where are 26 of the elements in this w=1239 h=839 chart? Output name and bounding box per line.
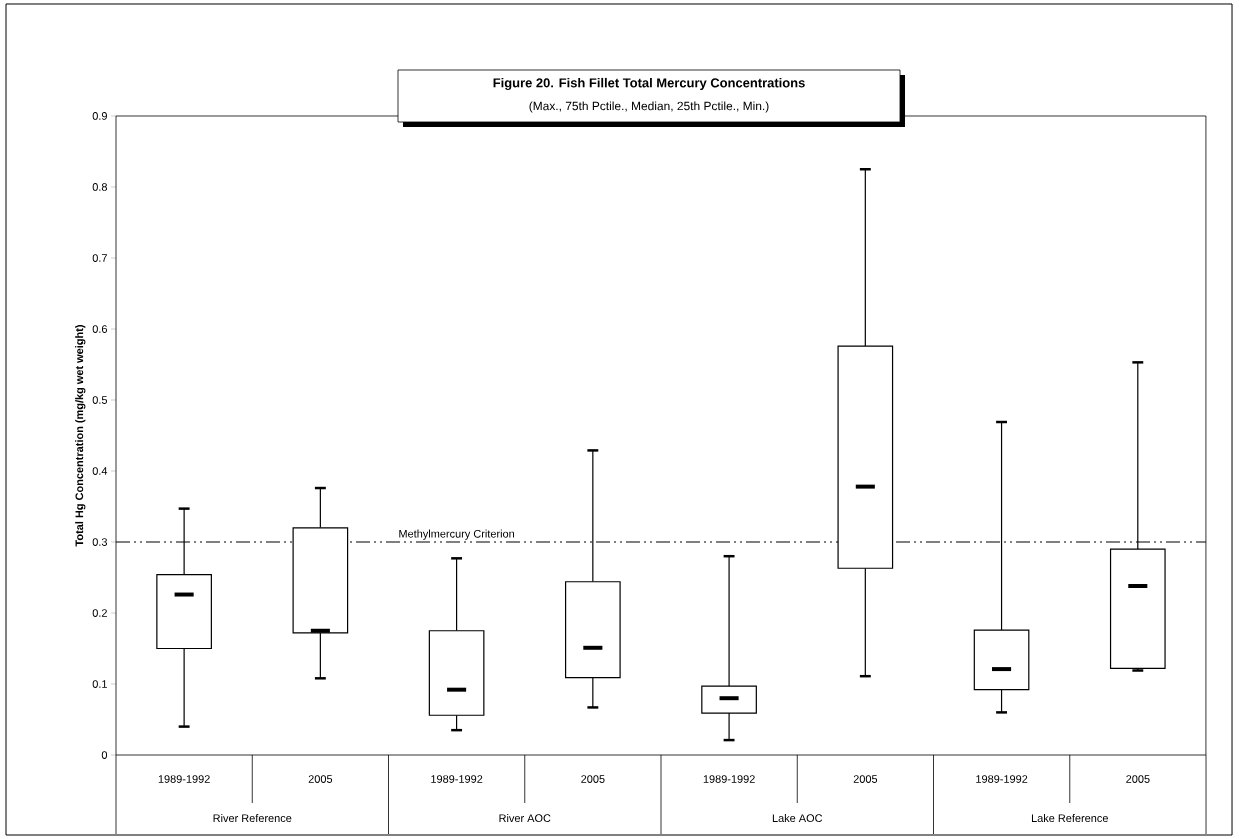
- y-axis-title: Total Hg Concentration (mg/kg wet weight): [75, 325, 86, 547]
- x-tick-label: 1989-1992: [431, 775, 483, 783]
- text: Lake Reference: [1031, 813, 1108, 823]
- chart-title: Figure 20. Fish Fillet Total Mercury Concentrations: [493, 77, 805, 91]
- x-tick-label: 1989-1992: [158, 775, 210, 783]
- text: River Reference: [213, 813, 292, 823]
- y-tick-label: 0.1: [92, 680, 107, 688]
- x-tick-label: 2005: [853, 775, 878, 783]
- x-tick-label: 1989-1992: [976, 775, 1028, 783]
- y-tick-label: 0.4: [92, 467, 108, 475]
- y-tick-label: 0.9: [92, 112, 107, 120]
- y-tick-label: 0: [101, 751, 108, 759]
- y-tick-label: 0.5: [92, 396, 108, 404]
- y-tick-label: 0.6: [92, 325, 107, 333]
- text: River AOC: [499, 813, 551, 823]
- y-tick-label: 0.8: [92, 183, 107, 191]
- y-tick-label: 0.3: [92, 538, 107, 546]
- chart-subtitle: (Max., 75th Pctile., Median, 25th Pctile., Min.): [529, 101, 769, 113]
- x-tick-label: 2005: [581, 775, 605, 783]
- x-tick-label: 1989-1992: [703, 775, 755, 783]
- x-tick-label: 2005: [308, 775, 333, 783]
- text: Lake AOC: [772, 813, 823, 823]
- ref-line-label: Methylmercury Criterion: [399, 529, 515, 540]
- y-tick-label: 0.7: [92, 254, 107, 262]
- y-tick-label: 0.2: [92, 609, 107, 617]
- x-tick-label: 2005: [1126, 775, 1150, 783]
